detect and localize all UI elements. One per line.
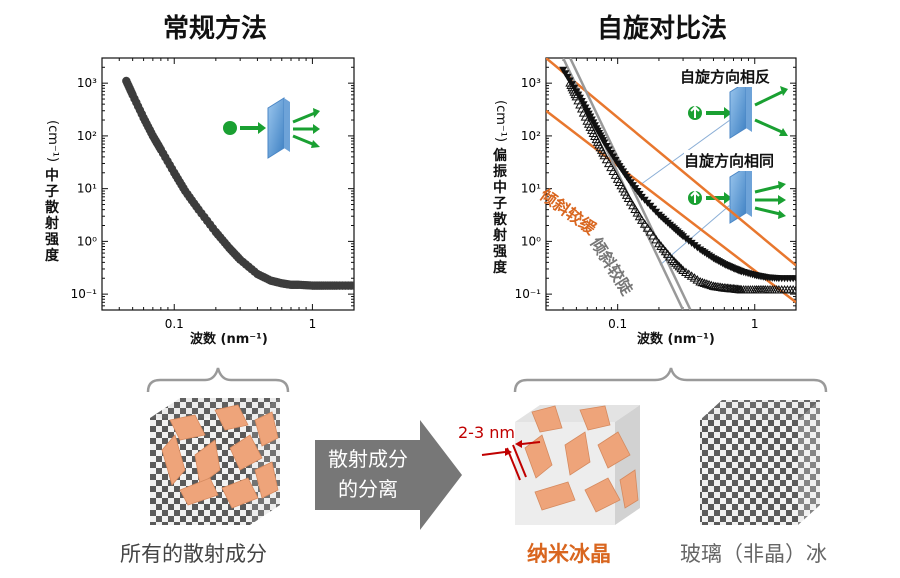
arrow-label-line2: 的分离 <box>318 474 418 504</box>
beam-icon-antiparallel <box>688 82 788 138</box>
beam-icon-conventional <box>223 98 320 158</box>
brace-left <box>148 368 288 392</box>
caption-all-components: 所有的散射成分 <box>120 538 267 568</box>
cube-all-components <box>150 398 280 525</box>
cube-glassy-ice <box>700 400 820 525</box>
arrow-label: 散射成分 的分离 <box>318 444 418 504</box>
beam-icon-parallel <box>688 167 786 223</box>
caption-nano-ice: 纳米冰晶 <box>527 538 611 568</box>
legend-antiparallel: 自旋方向相反 <box>680 66 770 87</box>
arrow-label-line1: 散射成分 <box>318 444 418 474</box>
cube-nano-ice <box>515 405 640 525</box>
brace-right <box>515 368 826 392</box>
legend-parallel: 自旋方向相同 <box>684 150 774 171</box>
caption-glassy-ice: 玻璃（非晶）冰 <box>680 538 827 568</box>
size-label: 2-3 nm <box>458 423 515 442</box>
